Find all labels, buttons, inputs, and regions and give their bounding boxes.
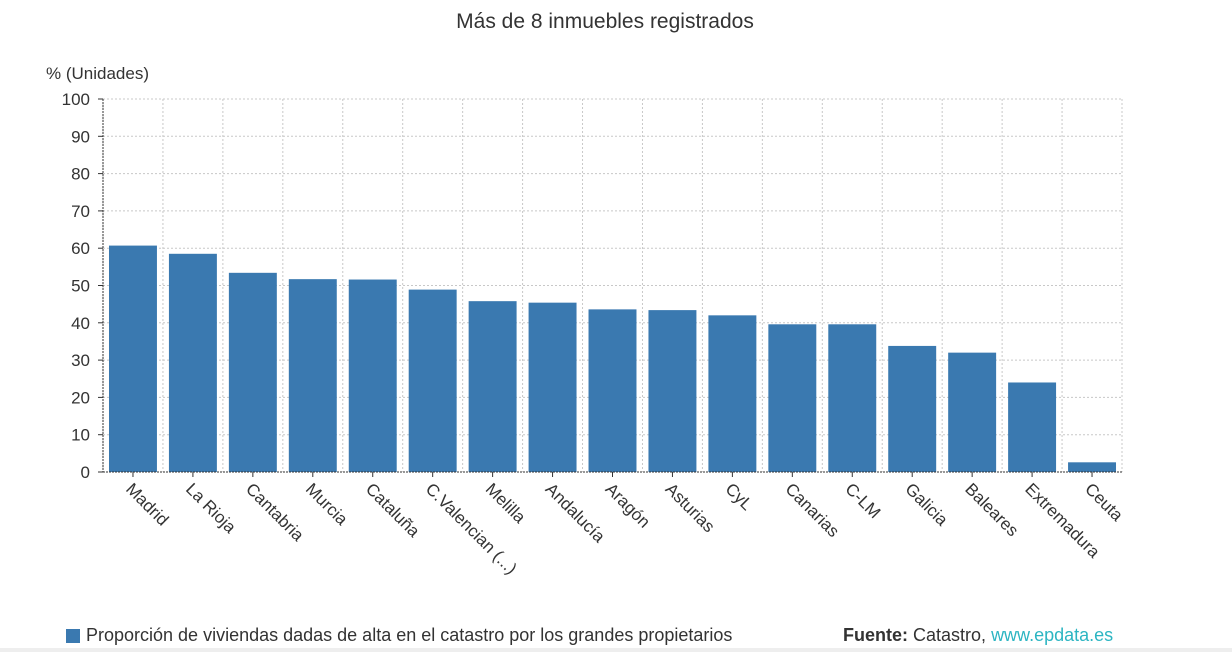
bar — [408, 289, 457, 472]
bar — [108, 245, 157, 472]
y-tick-label: 70 — [71, 202, 90, 221]
x-tick-label: Andalucía — [542, 479, 609, 546]
bar — [528, 302, 577, 472]
y-tick-label: 80 — [71, 165, 90, 184]
y-tick-label: 30 — [71, 351, 90, 370]
y-tick-label: 100 — [62, 90, 90, 109]
source-link[interactable]: www.epdata.es — [991, 625, 1114, 645]
bar — [588, 309, 637, 472]
x-tick-label: CyL — [722, 479, 757, 514]
x-tick-label: Cantabria — [242, 479, 308, 545]
bar — [288, 279, 337, 472]
y-tick-label: 60 — [71, 239, 90, 258]
legend-label: Proporción de viviendas dadas de alta en… — [86, 625, 733, 645]
bar — [948, 352, 997, 472]
bar — [468, 301, 517, 472]
legend-swatch — [66, 628, 80, 643]
bar — [348, 279, 397, 472]
bar — [708, 315, 757, 472]
bar — [1008, 382, 1057, 472]
chart-title: Más de 8 inmuebles registrados — [456, 10, 754, 33]
source-credit: Fuente: Catastro, www.epdata.es — [843, 625, 1113, 646]
x-tick-label: Murcia — [302, 479, 352, 529]
bottom-divider — [0, 648, 1232, 652]
bar — [648, 310, 697, 472]
bar-chart: 0 10 20 30 40 50 60 70 80 90 100 Madrid La Rioja Cant… — [46, 64, 1127, 578]
x-tick-label: Ceuta — [1081, 479, 1127, 525]
y-tick-label: 50 — [71, 277, 90, 296]
x-tick-label: Canarias — [781, 479, 843, 541]
x-tick-label: Baleares — [961, 479, 1022, 540]
x-tick-label: C-LM — [841, 479, 884, 522]
x-tick-label: Madrid — [122, 479, 172, 529]
bar — [768, 324, 817, 472]
y-tick-label: 20 — [71, 388, 90, 407]
source-text: Catastro, — [913, 625, 987, 645]
source-label: Fuente: — [843, 625, 908, 645]
x-tick-label: Asturias — [662, 479, 719, 536]
x-tick-label: Aragón — [602, 479, 654, 531]
x-tick-label: Galicia — [901, 479, 952, 530]
bar — [168, 253, 217, 472]
y-tick-label: 40 — [71, 314, 90, 333]
bar — [228, 272, 277, 472]
x-tick-label: Cataluña — [362, 479, 424, 541]
x-tick-label: La Rioja — [182, 479, 240, 537]
bar — [828, 324, 877, 472]
bar — [888, 345, 937, 472]
x-tick-label: Melilla — [482, 479, 530, 527]
y-tick-label: 10 — [71, 426, 90, 445]
y-tick-label: 90 — [71, 127, 90, 146]
y-tick-label: 0 — [81, 463, 90, 482]
bar — [1068, 462, 1117, 472]
legend[interactable]: Proporción de viviendas dadas de alta en… — [66, 625, 732, 646]
y-axis-label: % (Unidades) — [46, 64, 149, 83]
